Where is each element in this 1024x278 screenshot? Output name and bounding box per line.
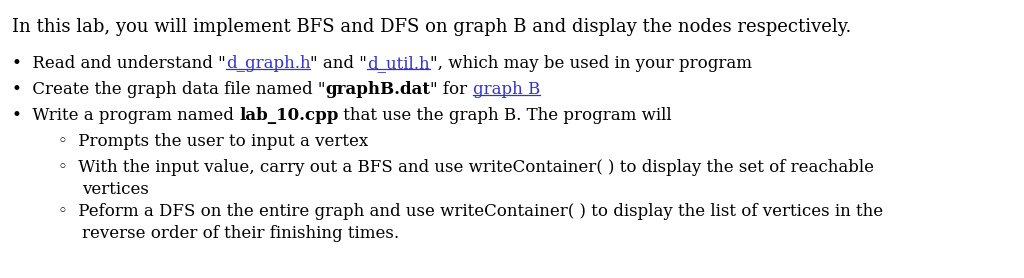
Text: " for: " for	[430, 81, 473, 98]
Text: •  Read and understand ": • Read and understand "	[12, 55, 225, 72]
Text: ◦  Prompts the user to input a vertex: ◦ Prompts the user to input a vertex	[58, 133, 369, 150]
Text: graph B: graph B	[473, 81, 540, 98]
Text: " and ": " and "	[310, 55, 368, 72]
Text: lab_10.cpp: lab_10.cpp	[240, 107, 339, 124]
Text: ◦  With the input value, carry out a BFS and use writeContainer( ) to display th: ◦ With the input value, carry out a BFS …	[58, 159, 874, 176]
Text: ", which may be used in your program: ", which may be used in your program	[430, 55, 752, 72]
Text: d_graph.h: d_graph.h	[225, 55, 310, 72]
Text: •  Write a program named: • Write a program named	[12, 107, 240, 124]
Text: In this lab, you will implement BFS and DFS on graph B and display the nodes res: In this lab, you will implement BFS and …	[12, 18, 851, 36]
Text: that use the graph B. The program will: that use the graph B. The program will	[339, 107, 672, 124]
Text: vertices: vertices	[82, 181, 148, 198]
Text: reverse order of their finishing times.: reverse order of their finishing times.	[82, 225, 399, 242]
Text: ◦  Peform a DFS on the entire graph and use writeContainer( ) to display the lis: ◦ Peform a DFS on the entire graph and u…	[58, 203, 883, 220]
Text: d_util.h: d_util.h	[368, 55, 430, 72]
Text: •  Create the graph data file named ": • Create the graph data file named "	[12, 81, 326, 98]
Text: graphB.dat: graphB.dat	[326, 81, 430, 98]
